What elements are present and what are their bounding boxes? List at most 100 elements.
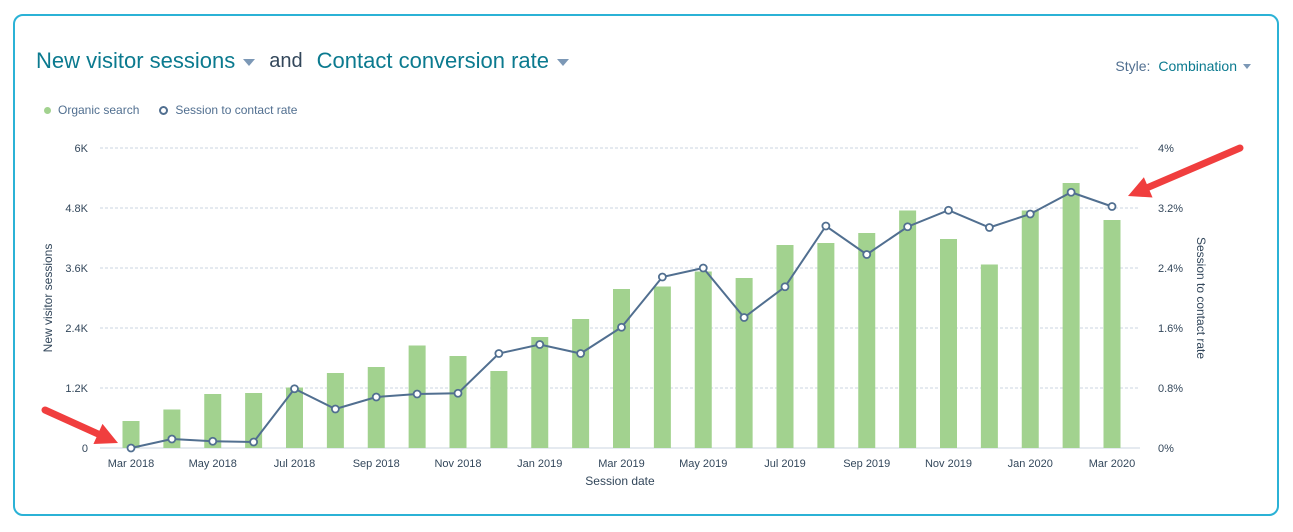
- y-left-tick-label: 0: [82, 443, 88, 455]
- line-point: [330, 404, 340, 414]
- x-tick-label: Mar 2020: [1089, 458, 1135, 470]
- bar: [817, 243, 835, 448]
- bar: [1021, 210, 1039, 448]
- metric1-dropdown[interactable]: New visitor sessions: [36, 48, 256, 74]
- style-label: Style:: [1115, 58, 1151, 74]
- bar: [286, 387, 303, 448]
- arrow-head: [1128, 177, 1153, 198]
- y-right-tick-label: 1.6%: [1158, 323, 1183, 335]
- legend-bar-label: Organic search: [58, 103, 140, 117]
- metric2-label: Contact conversion rate: [316, 48, 549, 73]
- annotation-arrow-start: [41, 406, 118, 444]
- bar: [572, 319, 590, 448]
- style-dropdown[interactable]: Combination: [1158, 58, 1251, 74]
- line-point: [984, 223, 994, 232]
- line-point: [412, 389, 422, 399]
- line-point: [617, 322, 626, 332]
- line-point: [698, 263, 708, 273]
- line-point: [371, 392, 381, 402]
- bar: [122, 421, 140, 448]
- line-point: [249, 437, 259, 447]
- bar: [531, 337, 549, 448]
- x-tick-label: Mar 2019: [598, 458, 644, 470]
- line-point: [290, 384, 299, 394]
- connector-text: and: [269, 49, 303, 72]
- y-right-tick-label: 4%: [1158, 143, 1174, 155]
- report-title: New visitor sessions and Contact convers…: [36, 48, 569, 74]
- x-tick-label: Nov 2019: [925, 458, 972, 470]
- x-tick-label: Jul 2018: [274, 458, 316, 470]
- y-left-tick-label: 3.6K: [65, 263, 88, 275]
- line-point: [1025, 209, 1035, 219]
- x-tick-label: Jul 2019: [764, 458, 806, 470]
- y-left-tick-label: 2.4K: [65, 323, 88, 335]
- x-tick-label: Jan 2019: [517, 458, 562, 470]
- x-tick-label: Sep 2018: [353, 458, 400, 470]
- bar: [858, 233, 876, 448]
- line-point: [862, 250, 872, 259]
- style-selector: Style: Combination: [1115, 58, 1251, 74]
- legend-item-bars[interactable]: Organic search: [44, 103, 139, 117]
- bar: [694, 271, 712, 448]
- bar: [490, 371, 508, 448]
- bar: [776, 245, 794, 448]
- bar: [940, 239, 957, 448]
- x-tick-label: Mar 2018: [108, 458, 154, 470]
- y-left-tick-label: 4.8K: [65, 203, 88, 215]
- bar: [1062, 183, 1080, 448]
- bar-swatch-icon: [44, 106, 51, 114]
- legend-item-line[interactable]: Session to contact rate: [159, 103, 297, 117]
- line-point: [903, 222, 913, 232]
- line-point: [1066, 187, 1076, 197]
- line-point: [126, 443, 136, 453]
- line-marker-icon: [159, 105, 169, 115]
- y-left-tick-label: 6K: [75, 143, 89, 155]
- x-tick-label: Nov 2018: [434, 458, 481, 470]
- line-point: [167, 434, 177, 444]
- bar: [980, 264, 998, 448]
- x-axis-title: Session date: [585, 474, 655, 488]
- arrow-shaft: [1144, 144, 1244, 191]
- bar: [653, 286, 671, 448]
- bar: [735, 278, 753, 448]
- y-right-tick-label: 0%: [1158, 443, 1174, 455]
- arrow-head: [93, 423, 118, 444]
- line-point: [739, 313, 749, 322]
- style-value: Combination: [1158, 58, 1237, 74]
- line-point: [453, 388, 463, 398]
- bar: [449, 356, 467, 448]
- bar: [204, 394, 222, 448]
- line-point: [535, 340, 545, 349]
- line-point: [780, 282, 790, 292]
- y-left-tick-label: 1.2K: [65, 383, 88, 395]
- metric1-label: New visitor sessions: [36, 48, 236, 73]
- line-point: [821, 221, 831, 231]
- chart-legend: Organic search Session to contact rate: [44, 103, 317, 117]
- line-point: [576, 349, 586, 358]
- metric2-dropdown[interactable]: Contact conversion rate: [317, 48, 569, 74]
- bar: [1103, 220, 1121, 448]
- x-tick-label: May 2019: [679, 458, 727, 470]
- x-tick-label: Jan 2020: [1008, 458, 1053, 470]
- line-point: [944, 205, 953, 215]
- bar: [367, 367, 385, 448]
- chevron-down-icon: [557, 58, 569, 66]
- line-point: [208, 436, 218, 446]
- legend-line-label: Session to contact rate: [175, 103, 298, 117]
- x-tick-label: May 2018: [189, 458, 237, 470]
- line-point: [657, 272, 667, 282]
- y-left-axis-title: New visitor sessions: [41, 244, 55, 353]
- x-tick-label: Sep 2019: [843, 458, 890, 470]
- chevron-down-icon: [1243, 64, 1251, 69]
- line-point: [1107, 202, 1117, 211]
- y-right-tick-label: 3.2%: [1158, 203, 1183, 215]
- line-point: [494, 349, 504, 358]
- arrow-shaft: [41, 406, 102, 438]
- bar: [899, 210, 917, 448]
- bar: [245, 393, 263, 448]
- y-right-tick-label: 2.4%: [1158, 263, 1183, 275]
- y-right-axis-title: Session to contact rate: [1194, 237, 1208, 359]
- annotation-arrow-end: [1128, 144, 1244, 198]
- bar: [613, 289, 630, 448]
